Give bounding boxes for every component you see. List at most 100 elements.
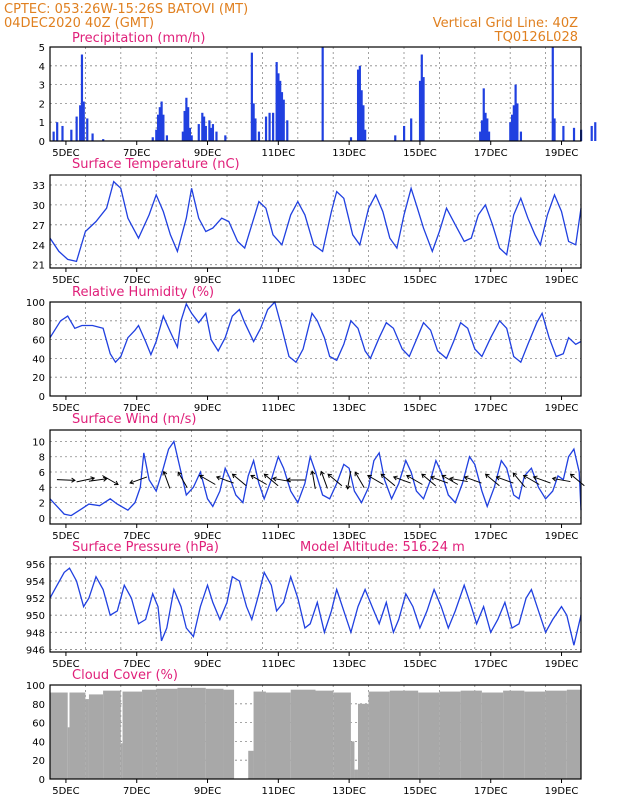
precip-xtick-label: 17DEC (474, 148, 508, 159)
cloud-ytick-label: 40 (32, 737, 45, 748)
wind-vector (532, 475, 551, 484)
wind-vector-shaft (496, 476, 514, 484)
wind-vector-shaft (533, 476, 551, 484)
wind-ytick-label: 2 (39, 499, 45, 510)
wind-vector-head (569, 473, 575, 479)
precip-bar (480, 120, 484, 141)
precip-bar (185, 97, 188, 141)
wind-vector-shaft (216, 476, 234, 484)
wind-vector-head (286, 477, 291, 483)
precip-xtick-label: 5DEC (52, 148, 79, 159)
humidity-ytick-label: 60 (32, 336, 45, 347)
cloud-panel: 0 20 40 60 80 100 5DEC 7DEC 9DEC 11DEC 13DEC 15DEC 1… (26, 681, 582, 797)
precip-bar (282, 99, 285, 141)
precip-bar (224, 135, 227, 141)
temperature-frame (49, 174, 582, 269)
cloud-bar (85, 699, 89, 779)
wind-xtick-label: 19DEC (545, 531, 579, 542)
wind-panel: 0 2 4 6 8 10 5DEC 7DEC 9DEC 11DEC 13DEC 15DEC 17DEC 1… (32, 429, 585, 542)
precip-bar (181, 131, 184, 141)
wind-vector (56, 477, 76, 483)
precip-xtick-label: 7DEC (123, 148, 150, 159)
precip-bar (61, 125, 64, 141)
cloud-frame (49, 684, 582, 780)
model-altitude: Model Altitude: 516.24 m (300, 540, 465, 555)
precip-xtick-label: 19DEC (545, 148, 579, 159)
precip-bar (403, 125, 406, 141)
wind-vector-shaft (367, 475, 384, 485)
wind-vector-shaft (570, 473, 585, 487)
pressure-xtick-label: 9DEC (194, 659, 221, 670)
wind-vector-head (113, 480, 119, 486)
cloud-bar (156, 688, 178, 779)
precip-ytick-label: 4 (39, 62, 45, 73)
wind-vector (522, 474, 540, 485)
wind-vector-shaft (421, 473, 436, 487)
wind-vector (162, 470, 171, 489)
wind-vector-shaft (56, 479, 75, 481)
wind-xtick-label: 13DEC (332, 531, 366, 542)
wind-vector-shaft (177, 471, 188, 489)
pressure-xtick-label: 5DEC (52, 659, 79, 670)
cloud-bar (545, 690, 567, 779)
cloud-bar (503, 690, 525, 779)
wind-line (49, 439, 582, 517)
cloud-xtick-label: 15DEC (403, 786, 437, 797)
precip-grid (50, 46, 581, 142)
cloud-bar (142, 689, 157, 779)
wind-vector (231, 473, 247, 487)
cloud-bar (439, 691, 461, 779)
wind-ytick-label: 0 (39, 514, 45, 525)
precip-bar (349, 137, 353, 141)
humidity-xtick-label: 11DEC (261, 403, 295, 414)
precip-bar (162, 114, 165, 141)
wind-vector-head (449, 476, 454, 482)
temperature-title: Surface Temperature (nC) (72, 157, 240, 172)
pressure-xtick-label: 17DEC (474, 659, 508, 670)
precip-bar (479, 131, 482, 141)
wind-vector-head (250, 474, 256, 480)
humidity-grid (50, 301, 581, 397)
cloud-xtick-label: 9DEC (194, 786, 221, 797)
cloud-bar (354, 769, 358, 779)
precip-ytick-label: 1 (39, 118, 45, 129)
precip-bar (80, 54, 84, 141)
wind-vector-head (90, 476, 96, 482)
wind-vector (430, 475, 449, 484)
cloud-bar (122, 691, 143, 779)
wind-vector (102, 475, 119, 486)
precip-bar (183, 110, 186, 141)
wind-xtick-label: 17DEC (474, 531, 508, 542)
precip-bar (211, 124, 215, 141)
precip-bar (562, 125, 565, 141)
precip-bar (56, 122, 59, 141)
wind-vector-shaft (430, 476, 449, 484)
wind-vector (88, 476, 108, 482)
precip-bar (516, 103, 519, 141)
wind-vector (512, 472, 526, 488)
wind-vector-shaft (250, 475, 267, 485)
pressure-xtick-label: 13DEC (332, 659, 366, 670)
cloud-bar (566, 689, 581, 779)
temperature-ytick-label: 24 (32, 241, 45, 252)
wind-vector-head (430, 475, 435, 481)
cloud-bar (265, 692, 291, 779)
cloud-bar (120, 743, 123, 779)
cloud-bar (50, 692, 68, 779)
precip-bar (484, 112, 487, 141)
wind-vector-head (367, 474, 372, 480)
cloud-xtick-label: 11DEC (261, 786, 295, 797)
precip-bar (160, 101, 163, 141)
cloud-bar (333, 692, 351, 779)
wind-vector-shaft (523, 475, 540, 485)
precip-bar (422, 77, 425, 141)
wind-vector-shaft (393, 476, 411, 484)
wind-vector-head (345, 484, 351, 490)
precip-bar (188, 127, 192, 141)
wind-vector-shaft (264, 473, 279, 487)
wind-vector-head (463, 475, 469, 481)
humidity-ytick-label: 80 (32, 317, 45, 328)
wind-vector (198, 474, 216, 485)
wind-vector (367, 474, 384, 485)
precip-bar (358, 65, 361, 141)
